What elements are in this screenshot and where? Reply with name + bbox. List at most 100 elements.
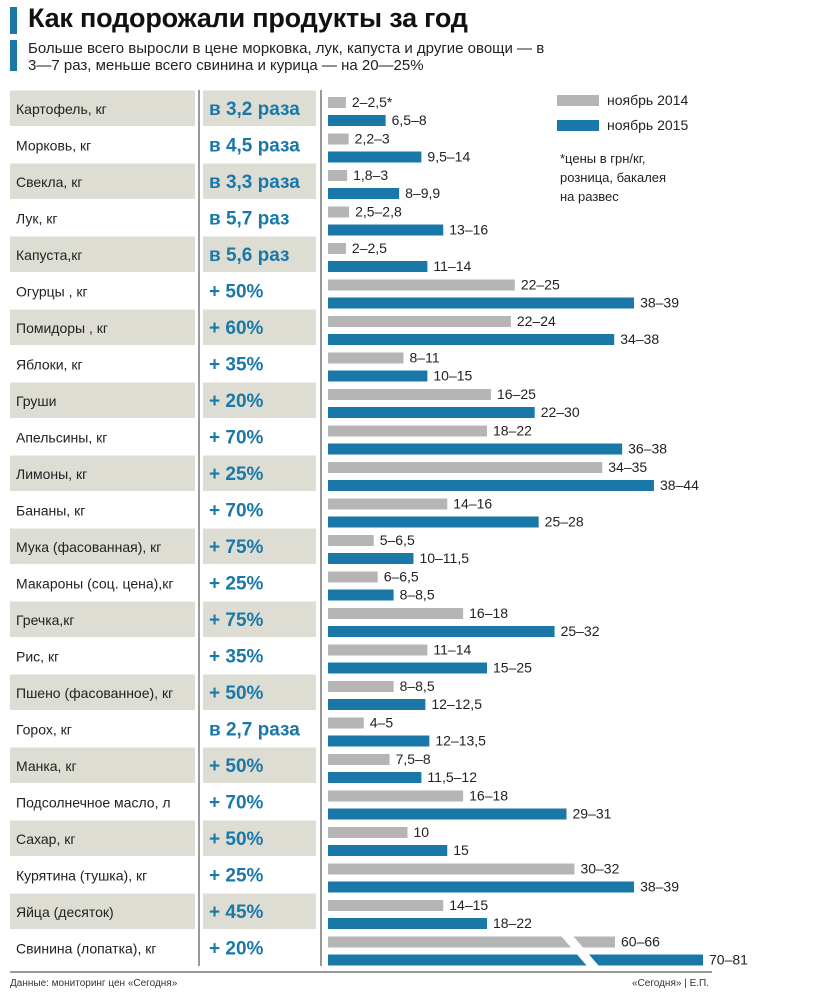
change-cell [203,820,316,856]
product-cell [10,601,195,637]
product-label: Яйца (десяток) [16,904,114,920]
product-label: Картофель, кг [16,101,107,117]
bar-nov-2014 [328,206,350,218]
bar-nov-2015 [328,845,448,856]
chart-title: Как подорожали продукты за год [28,3,468,33]
value-label-2015: 25–28 [545,514,584,530]
change-label: в 3,3 раза [209,172,300,193]
legend-note: на развес [560,189,619,204]
value-label-2014: 16–18 [469,605,508,621]
product-cell [10,382,195,418]
product-cell [10,236,195,272]
bar-nov-2014 [328,571,378,583]
change-cell [203,528,316,564]
bar-nov-2014 [328,717,364,729]
value-label-2015: 9,5–14 [427,149,470,165]
product-cell [10,784,195,820]
bar-nov-2015 [328,735,430,747]
change-cell [203,930,316,966]
change-label: + 25% [209,574,264,595]
value-label-2014: 4–5 [370,715,394,731]
value-label-2015: 10–11,5 [419,550,469,566]
legend-swatch [557,95,599,106]
product-label: Яблоки, кг [16,357,83,373]
product-cell [10,674,195,710]
change-cell [203,419,316,455]
change-label: + 25% [209,866,264,887]
value-label-2014: 5–6,5 [380,532,415,548]
bar-nov-2015 [328,443,623,455]
product-label: Помидоры , кг [16,320,108,336]
value-label-2015: 15–25 [493,660,532,676]
value-label-2014: 8–11 [410,350,440,366]
change-label: + 20% [209,391,264,412]
change-label: + 50% [209,282,264,303]
product-label: Макароны (соц. цена),кг [16,576,173,592]
change-cell [203,346,316,382]
product-cell [10,528,195,564]
bar-nov-2014 [328,863,575,875]
value-label-2014: 22–25 [521,277,560,293]
bar-nov-2014 [328,827,408,838]
bar-nov-2015 [328,480,654,491]
value-label-2014: 18–22 [493,423,532,439]
product-label: Пшено (фасованное), кг [16,685,173,701]
product-label: Морковь, кг [16,138,91,154]
product-cell [10,711,195,747]
change-label: + 35% [209,355,264,376]
bar-nov-2014 [328,462,603,473]
change-cell [203,309,316,345]
change-label: в 5,6 раз [209,245,290,266]
product-cell [10,857,195,893]
change-label: + 45% [209,902,264,923]
change-cell [203,455,316,491]
product-label: Манка, кг [16,758,77,774]
change-label: + 25% [209,464,264,485]
bar-nov-2015 [328,918,487,929]
value-label-2015: 29–31 [573,806,612,822]
change-label: + 20% [209,939,264,960]
product-label: Подсолнечное масло, л [16,795,171,811]
change-label: + 50% [209,683,264,704]
change-label: + 70% [209,501,264,522]
product-label: Апельсины, кг [16,430,107,446]
change-cell [203,638,316,674]
value-label-2014: 60–66 [621,934,660,950]
bar-nov-2015 [328,881,635,893]
change-label: + 70% [209,793,264,814]
change-cell [203,711,316,747]
bar-nov-2015 [328,334,615,345]
product-cell [10,273,195,309]
product-label: Рис, кг [16,649,59,665]
bar-nov-2014 [328,316,511,327]
bar-nov-2014 [328,170,348,181]
product-cell [10,930,195,966]
bar-nov-2015 [328,516,539,528]
value-label-2014: 10 [414,824,430,840]
value-label-2015: 36–38 [628,441,667,457]
value-label-2014: 7,5–8 [396,751,431,767]
bar-nov-2015 [328,224,444,236]
bar-nov-2015 [328,808,567,820]
change-label: в 5,7 раз [209,209,290,230]
change-cell [203,857,316,893]
change-label: + 35% [209,647,264,668]
bar-nov-2014 [328,936,615,948]
bar-nov-2014 [328,535,374,546]
bar-nov-2015 [328,954,703,966]
value-label-2015: 11,5–12 [427,769,477,785]
change-cell [203,747,316,783]
legend-note: розница, бакалея [560,170,666,185]
change-label: в 4,5 раза [209,136,300,157]
value-label-2015: 70–81 [709,952,748,968]
bar-nov-2014 [328,389,491,400]
credit-note: «Сегодня» | Е.П. [631,978,709,989]
product-label: Капуста,кг [16,247,83,263]
change-label: + 75% [209,610,264,631]
product-cell [10,163,195,199]
bar-nov-2015 [328,772,422,783]
product-cell [10,747,195,783]
value-label-2015: 8–9,9 [405,185,440,201]
product-cell [10,127,195,163]
change-cell [203,163,316,199]
